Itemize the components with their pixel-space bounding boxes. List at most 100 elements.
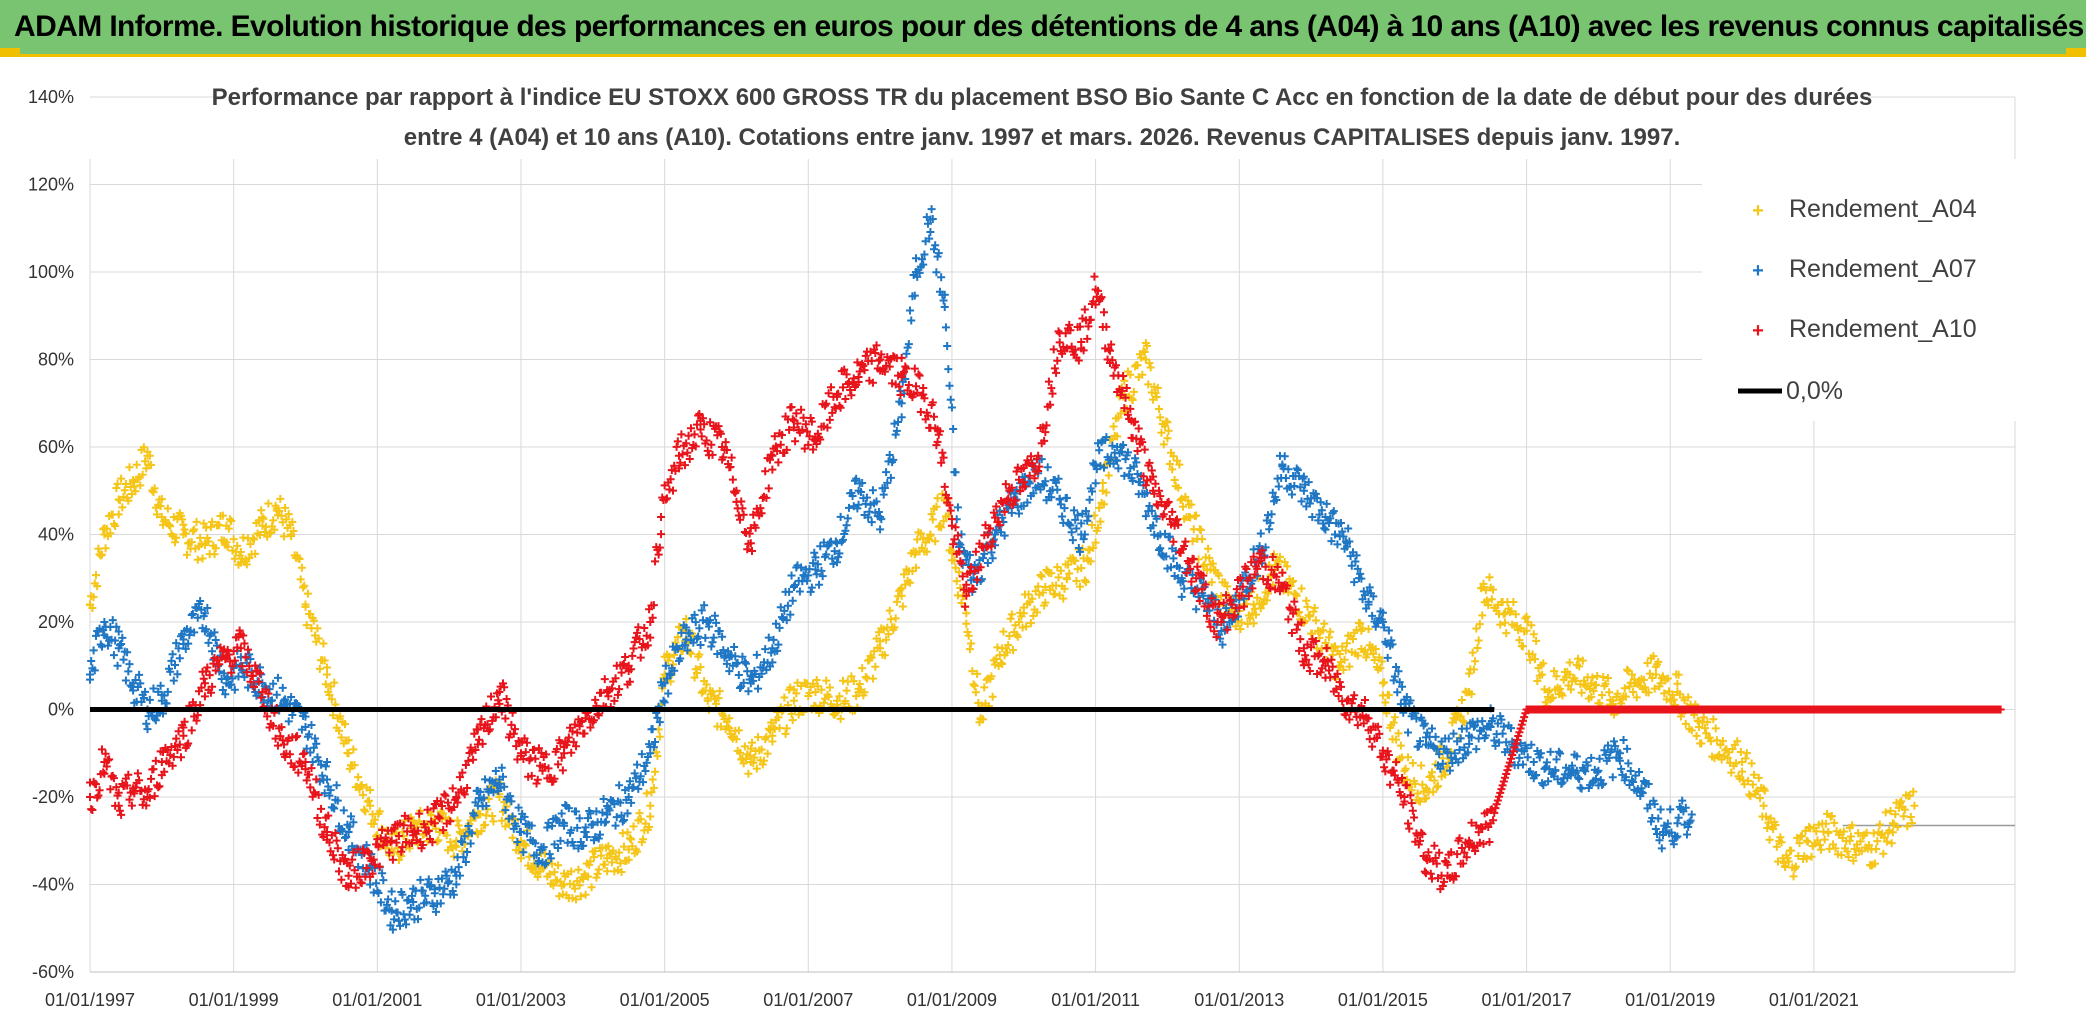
scatter-mark — [1008, 646, 1017, 655]
scatter-mark — [218, 685, 227, 694]
scatter-mark — [513, 838, 522, 847]
scatter-mark — [301, 602, 310, 611]
scatter-mark — [185, 631, 194, 640]
data-point — [940, 303, 949, 311]
scatter-mark — [1093, 523, 1102, 532]
data-point — [1529, 758, 1538, 766]
scatter-mark — [1433, 782, 1442, 791]
scatter-mark — [91, 631, 100, 640]
scatter-mark — [1733, 737, 1742, 746]
scatter-mark — [1047, 493, 1056, 502]
y-tick-label: -20% — [32, 787, 74, 807]
scatter-mark — [1465, 669, 1474, 678]
scatter-mark — [962, 619, 971, 628]
scatter-mark — [211, 636, 220, 645]
scatter-mark — [785, 587, 794, 596]
x-tick-label: 01/01/2007 — [763, 990, 853, 1010]
scatter-mark — [1862, 828, 1871, 837]
scatter-mark — [145, 451, 154, 460]
scatter-mark — [1621, 692, 1630, 701]
scatter-mark — [791, 581, 800, 590]
scatter-mark — [1104, 471, 1113, 480]
scatter-mark — [762, 732, 771, 741]
scatter-mark — [669, 660, 678, 669]
scatter-mark — [639, 835, 648, 844]
scatter-mark — [765, 662, 774, 671]
scatter-mark — [619, 842, 628, 851]
scatter-mark — [822, 676, 831, 685]
scatter-mark — [897, 413, 906, 422]
scatter-mark — [1575, 662, 1584, 671]
scatter-mark — [545, 850, 554, 859]
scatter-mark — [1417, 761, 1426, 770]
scatter-mark — [927, 205, 936, 214]
scatter-mark — [108, 616, 117, 625]
scatter-mark — [677, 628, 686, 637]
scatter-mark — [442, 871, 451, 880]
scatter-mark — [1376, 664, 1385, 673]
scatter-mark — [390, 915, 399, 924]
scatter-mark — [592, 807, 601, 816]
scatter-mark — [932, 502, 941, 511]
scatter-mark — [396, 921, 405, 930]
scatter-mark — [892, 597, 901, 606]
scatter-mark — [448, 886, 457, 895]
scatter-mark — [516, 854, 525, 863]
scatter-mark — [1325, 633, 1334, 642]
scatter-mark — [624, 855, 633, 864]
scatter-mark — [546, 854, 555, 863]
scatter-mark — [813, 560, 822, 569]
scatter-mark — [876, 525, 885, 534]
scatter-mark — [297, 725, 306, 734]
scatter-mark — [323, 663, 332, 672]
scatter-mark — [279, 532, 288, 541]
scatter-mark — [1028, 594, 1037, 603]
scatter-mark — [187, 538, 196, 547]
scatter-mark — [649, 743, 658, 752]
scatter-mark — [330, 804, 339, 813]
scatter-mark — [1522, 612, 1531, 621]
scatter-mark — [317, 760, 326, 769]
scatter-mark — [1116, 409, 1125, 418]
x-tick-label: 01/01/2011 — [1051, 990, 1140, 1010]
scatter-mark — [1581, 681, 1590, 690]
scatter-mark — [1765, 835, 1774, 844]
scatter-mark — [739, 759, 748, 768]
scatter-mark — [258, 513, 267, 522]
scatter-mark — [230, 554, 239, 563]
scatter-mark — [1641, 683, 1650, 692]
scatter-mark — [896, 585, 905, 594]
scatter-mark — [178, 515, 187, 524]
x-tick-label: 01/01/2019 — [1625, 990, 1715, 1010]
scatter-mark — [175, 654, 184, 663]
scatter-mark — [174, 644, 183, 653]
scatter-mark — [215, 521, 224, 530]
scatter-mark — [822, 550, 831, 559]
scatter-mark — [645, 822, 654, 831]
scatter-mark — [934, 249, 943, 258]
scatter-mark — [1006, 614, 1015, 623]
scatter-mark — [248, 534, 257, 543]
scatter-mark — [145, 695, 154, 704]
scatter-mark — [163, 687, 172, 696]
scatter-mark — [983, 558, 992, 567]
scatter-mark — [1062, 493, 1071, 502]
scatter-mark — [242, 560, 251, 569]
scatter-mark — [658, 681, 667, 690]
data-point — [1888, 819, 1897, 828]
scatter-mark — [482, 801, 491, 810]
scatter-mark — [255, 531, 264, 540]
scatter-mark — [1802, 854, 1811, 863]
scatter-mark — [1319, 626, 1328, 635]
series-rendement-a04 — [86, 338, 1919, 904]
scatter-mark — [296, 575, 305, 584]
scatter-mark — [708, 638, 717, 647]
scatter-mark — [673, 633, 682, 642]
legend: + Rendement_A04 + Rendement_A07 + Rendem… — [1702, 159, 2016, 421]
scatter-mark — [190, 525, 199, 534]
chart-title-line-2: entre 4 (A04) et 10 ans (A10). Cotations… — [404, 124, 1681, 151]
scatter-mark — [1152, 392, 1161, 401]
scatter-mark — [1133, 361, 1142, 370]
scatter-mark — [1850, 844, 1859, 853]
scatter-mark — [476, 810, 485, 819]
